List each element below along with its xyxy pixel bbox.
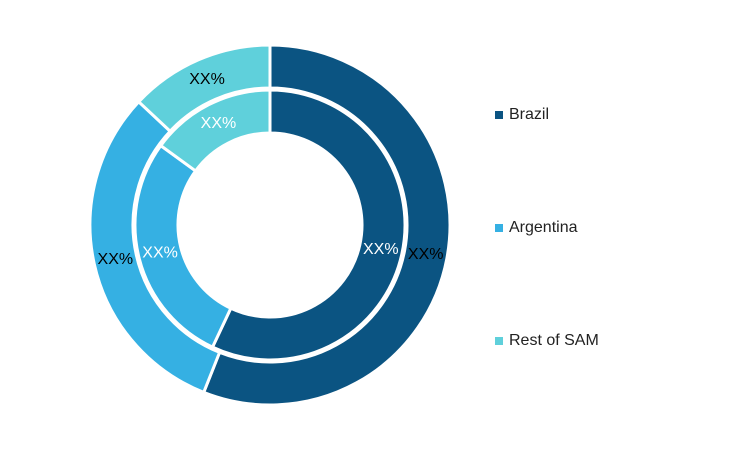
data-label: XX% [408,246,444,263]
legend-marker [495,224,503,232]
legend-marker [495,111,503,119]
donut-segment [136,43,272,134]
data-label: XX% [189,71,225,88]
data-label: XX% [98,251,134,268]
data-label: XX% [363,241,399,258]
legend-label: Argentina [509,219,578,236]
donut-segment [201,43,452,407]
legend-label: Brazil [509,106,549,123]
data-label: XX% [201,115,237,132]
data-label: XX% [142,244,178,261]
donut-segment [210,88,407,362]
legend-label: Rest of SAM [509,332,599,349]
donut-segment [158,88,272,174]
legend-marker [495,337,503,345]
